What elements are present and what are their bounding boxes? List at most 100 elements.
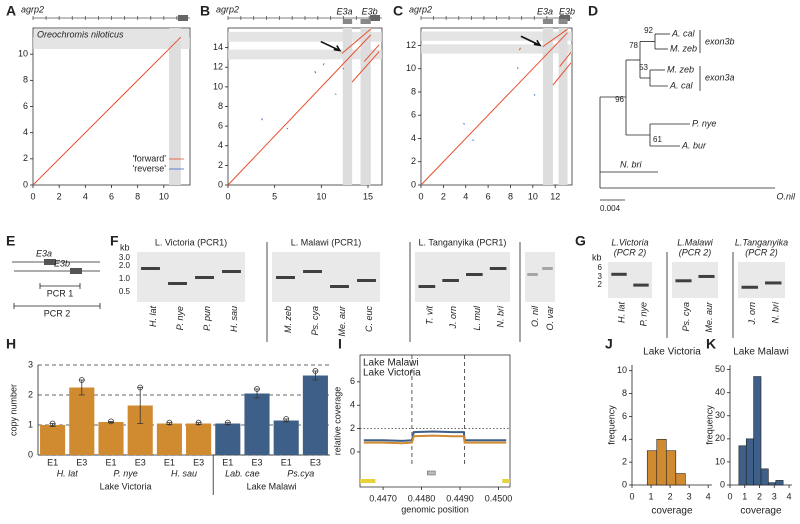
annotation-box (558, 19, 568, 24)
histogram-bar (745, 438, 754, 486)
bar (273, 420, 299, 455)
y-tick-label: 2 (622, 457, 627, 467)
legend-label: 'forward' (133, 153, 167, 163)
gel-title: L.Tanganyika (735, 237, 788, 247)
lane-label: O. var (545, 305, 555, 331)
annotation: E3b (362, 6, 378, 16)
gene-exon (178, 15, 188, 21)
histogram-bar (775, 480, 784, 486)
annotation: E3a (336, 6, 352, 16)
x-tick-label: E3 (251, 457, 262, 467)
exon-label: E3a (36, 248, 52, 258)
y-tick-label: 3 (28, 359, 33, 369)
panel-label: E (6, 233, 15, 249)
gel-band (489, 267, 507, 270)
exon-track (427, 470, 436, 476)
error-bar (312, 370, 319, 381)
ladder-label: 3 (598, 272, 603, 281)
exon-label: E3b (54, 258, 70, 268)
y-tick-label: 4 (218, 140, 223, 150)
gel-subtitle: (PCR 2) (679, 247, 712, 257)
annotation: E3b (559, 6, 575, 16)
y-tick-label: 10 (715, 456, 725, 466)
taxon-label: O.nil (776, 191, 796, 201)
y-tick-label: 0 (218, 179, 223, 189)
exon-track (360, 479, 376, 483)
x-tick-label: 4 (83, 191, 88, 201)
taxon-label: A. bur (681, 140, 707, 150)
x-tick-label: E3 (310, 457, 321, 467)
panel-label: H (6, 336, 16, 352)
replicate (108, 418, 114, 425)
highlight-band (33, 37, 190, 49)
pcr-bracket (13, 283, 101, 309)
gene-label: agrp2 (21, 4, 44, 14)
bar (98, 422, 124, 455)
y-tick-label: 12 (213, 62, 223, 72)
error-bar (137, 387, 144, 424)
taxon-label: A. cal (669, 80, 694, 90)
gene-label: agrp2 (216, 4, 239, 14)
bar (302, 375, 328, 455)
taxon-label: P. nye (692, 118, 716, 128)
x-tick-label: 0 (629, 491, 634, 501)
ladder-label: 3.0 (119, 253, 131, 262)
taxon-label: N. bri (620, 159, 643, 169)
x-axis-label: genomic position (401, 504, 469, 514)
gel-image (608, 262, 652, 298)
highlight-band (342, 28, 353, 185)
gel-unit: kb (120, 242, 130, 252)
y-tick-label: 6 (218, 121, 223, 131)
x-tick-label: 0.4480 (408, 493, 436, 503)
x-axis-label: coverage (740, 506, 782, 517)
y-tick-label: 8 (411, 86, 416, 96)
x-tick-label: 12 (550, 191, 560, 201)
y-tick-label: 0 (411, 179, 416, 189)
gel-band (276, 276, 295, 279)
y-tick-label: 1 (28, 419, 33, 429)
panel-label: D (588, 3, 598, 19)
x-tick-label: 0.4490 (446, 493, 474, 503)
gel-image (415, 252, 510, 302)
histogram-bar (675, 473, 686, 486)
gel-band (195, 276, 214, 279)
x-tick-label: 1 (649, 491, 654, 501)
gel-image (525, 252, 555, 302)
x-tick-label: 6 (486, 191, 491, 201)
x-tick-label: 1 (742, 491, 747, 501)
bar (244, 393, 270, 455)
bar (215, 423, 241, 455)
annotation: E3a (537, 6, 553, 16)
legend-label: Lake Malawi (363, 358, 419, 369)
species-label: P. nye (113, 468, 137, 478)
gel-band (542, 267, 553, 270)
gel-band (611, 272, 627, 276)
lane-label: N. bri (496, 305, 506, 328)
x-tick-label: 0 (727, 491, 732, 501)
y-axis-label: copy number (8, 384, 18, 436)
arrow (320, 40, 342, 52)
gel-band (418, 285, 436, 288)
x-tick-label: E1 (281, 457, 292, 467)
x-tick-label: 10 (528, 191, 538, 201)
series-line (420, 28, 572, 186)
y-tick-label: 0 (720, 479, 725, 489)
panel-label: K (706, 336, 716, 352)
x-tick-label: 2 (441, 191, 446, 201)
x-tick-label: E1 (222, 457, 233, 467)
lane-label: J. orn (448, 306, 458, 330)
annotation-box (542, 19, 553, 24)
gel-title: L.Malawi (677, 237, 714, 247)
panel-label: J (605, 336, 613, 352)
y-tick-label: 2 (28, 389, 33, 399)
chart-title: Lake Malawi (733, 347, 789, 358)
error-bar (254, 388, 260, 399)
clade-label: exon3b (705, 36, 735, 46)
y-tick-label: 8 (23, 75, 28, 85)
lake-label: Lake Malawi (247, 481, 297, 491)
gel-band (741, 285, 758, 289)
lane-label: H. lat (148, 306, 158, 328)
highlight-band (542, 28, 553, 185)
lane-label: O. nil (530, 305, 540, 327)
highlight-band (421, 44, 572, 54)
